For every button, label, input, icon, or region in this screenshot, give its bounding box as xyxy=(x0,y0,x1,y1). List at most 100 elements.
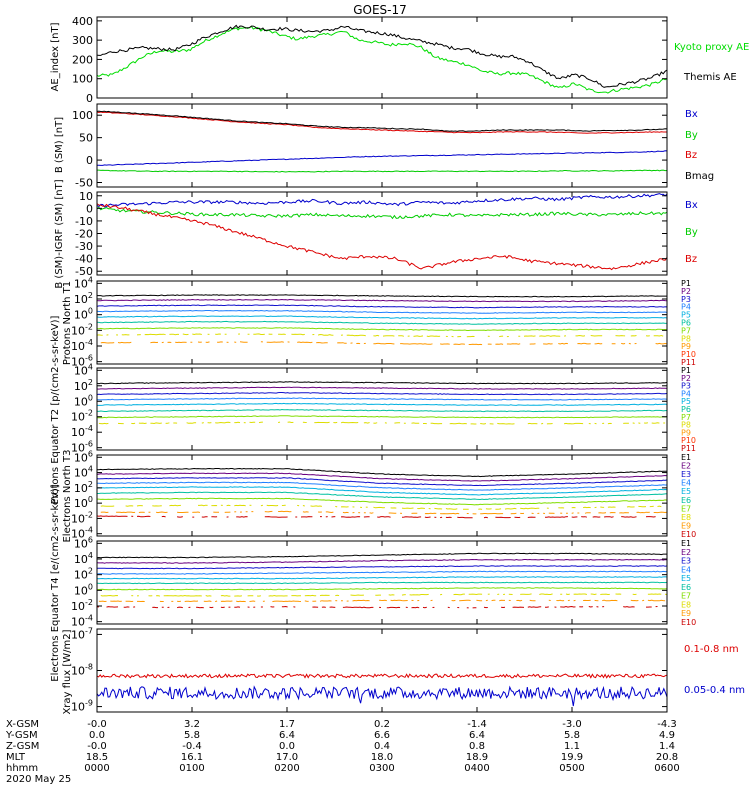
legend-e5: E5 xyxy=(681,574,691,583)
orbit-cell: 4.9 xyxy=(659,730,675,741)
peq-series-layer xyxy=(96,381,668,425)
orbit-cell: 16.1 xyxy=(181,752,203,763)
series-line-p4 xyxy=(96,309,668,314)
orbit-cell: 0200 xyxy=(274,763,299,774)
ae-axis-layer: 0 100 200 300 400 xyxy=(72,15,668,105)
legend-p3: P3 xyxy=(681,382,691,391)
legend-e8: E8 xyxy=(681,600,691,609)
series-line-bz xyxy=(96,111,667,134)
legend-p7: P7 xyxy=(681,413,691,422)
orbit-cell: -0.0 xyxy=(87,719,107,730)
ae-series-layer xyxy=(96,24,668,94)
orbit-cell: -4.3 xyxy=(657,719,677,730)
orbit-cell: 5.8 xyxy=(564,730,580,741)
orbit-cell: 3.2 xyxy=(184,719,200,730)
legend-e9: E9 xyxy=(681,609,691,618)
bsm-legend-bx: Bx xyxy=(685,109,698,120)
series-line-e3 xyxy=(97,565,668,570)
pnorth-series-layer xyxy=(96,294,668,346)
y-tick-label: -30 xyxy=(75,240,93,253)
orbit-cell: 19.9 xyxy=(561,752,583,763)
orbit-cell: 18.0 xyxy=(371,752,393,763)
legend-p5: P5 xyxy=(681,397,691,406)
bigrf-ylabel: B (SM)-IGRF (SM) [nT] xyxy=(54,179,65,288)
orbit-cell: 1.7 xyxy=(279,719,295,730)
eeq-ylabel: Electrons Equator T4 [e/(cm2-s-sr-keV)] xyxy=(50,484,61,681)
series-line-e2 xyxy=(96,558,668,564)
legend-p6: P6 xyxy=(681,405,691,414)
orbit-cell: 0000 xyxy=(84,763,109,774)
legend-p6: P6 xyxy=(681,319,691,328)
series-line-p7 xyxy=(97,327,668,332)
orbit-cell: 6.6 xyxy=(374,730,390,741)
series-line-e9 xyxy=(98,599,666,603)
xray-legend-long: 0.1-0.8 nm xyxy=(684,644,739,655)
ae-ylabel: AE_index [nT] xyxy=(50,22,61,91)
series-line-p2 xyxy=(96,298,668,303)
legend-p10: P10 xyxy=(681,350,696,359)
legend-e1: E1 xyxy=(681,453,691,462)
legend-p4: P4 xyxy=(681,303,691,312)
orbit-cell: 0100 xyxy=(179,763,204,774)
orbit-cell: -3.0 xyxy=(562,719,582,730)
series-line-p6 xyxy=(96,408,668,413)
orbit-cell: 6.4 xyxy=(469,730,485,741)
y-tick-label: -10 xyxy=(75,215,93,228)
orbit-cell: 0400 xyxy=(464,763,489,774)
xray-series-layer xyxy=(96,673,668,707)
figure-title: GOES-17 xyxy=(353,3,407,17)
series-line-themis-ae xyxy=(96,24,668,88)
date-label: 2020 May 25 xyxy=(6,774,71,785)
panel-bsm: -50 0 50 100 B (SM) [nT] Bx By Bz Bmag xyxy=(54,103,714,190)
series-line-e4 xyxy=(96,570,667,575)
series-line-bmag xyxy=(96,110,668,132)
series-line-e1 xyxy=(96,552,667,559)
orbit-cell: 0300 xyxy=(369,763,394,774)
y-tick-label: 400 xyxy=(72,15,93,28)
legend-p11: P11 xyxy=(681,444,696,453)
y-tick-label: -50 xyxy=(75,265,93,278)
xray-ylabel: Xray flux [W/m2] xyxy=(62,629,73,714)
orbit-cell: 0.0 xyxy=(279,741,295,752)
series-line-p1 xyxy=(97,294,667,298)
bsm-axis-layer: -50 0 50 100 xyxy=(72,104,668,190)
series-line-e4 xyxy=(96,481,667,491)
legend-p1: P1 xyxy=(681,366,691,375)
legend-e3: E3 xyxy=(681,470,691,479)
series-line-e7 xyxy=(96,587,668,591)
orbit-cell: 0600 xyxy=(654,763,679,774)
bsm-legend-by: By xyxy=(685,130,698,141)
y-tick-label: 0 xyxy=(86,92,93,105)
legend-p7: P7 xyxy=(681,326,691,335)
orbit-row-label: Z-GSM xyxy=(6,741,39,752)
legend-p8: P8 xyxy=(681,334,691,343)
series-line-kyoto-proxy-ae xyxy=(96,25,668,94)
y-tick-label: 50 xyxy=(79,132,93,145)
bsm-legend-bz: Bz xyxy=(685,150,697,161)
series-line-e6 xyxy=(96,581,668,585)
orbit-cell: 6.4 xyxy=(279,730,295,741)
orbit-cell: -0.0 xyxy=(87,741,107,752)
series-line-e2 xyxy=(96,472,668,482)
orbit-cell: 0500 xyxy=(559,763,584,774)
legend-e3: E3 xyxy=(681,557,691,566)
series-line-bx xyxy=(96,193,668,208)
series-line-p7 xyxy=(97,415,668,419)
y-tick-label: 100 xyxy=(72,73,93,86)
orbit-row-label: Y-GSM xyxy=(5,730,38,741)
legend-e10: E10 xyxy=(681,530,696,539)
legend-e10: E10 xyxy=(681,618,696,627)
orbit-row-label: hhmm xyxy=(6,763,38,774)
ae-legend-kyoto: Kyoto proxy AE xyxy=(674,42,749,53)
y-tick-label: 0 xyxy=(86,154,93,167)
legend-e4: E4 xyxy=(681,479,691,488)
series-line-e3 xyxy=(96,477,668,487)
orbit-cell: 20.8 xyxy=(656,752,678,763)
legend-e7: E7 xyxy=(681,504,691,513)
bigrf-legend-bz: Bz xyxy=(685,254,697,265)
